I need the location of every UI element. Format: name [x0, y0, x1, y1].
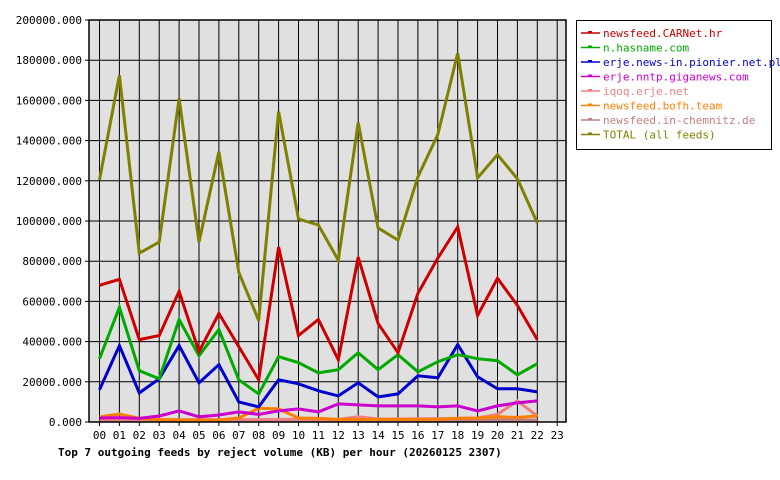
- x-tick-label: 13: [352, 429, 365, 442]
- x-tick-label: 12: [332, 429, 345, 442]
- legend-label: n.hasname.com: [603, 42, 689, 55]
- y-tick-label: 200000.000: [16, 14, 82, 27]
- legend-marker-icon: [588, 31, 592, 33]
- y-tick-label: 100000.000: [16, 215, 82, 228]
- y-tick-label: 0.000: [49, 416, 82, 429]
- x-tick-label: 11: [312, 429, 325, 442]
- x-tick-label: 09: [272, 429, 285, 442]
- legend-marker-icon: [588, 60, 592, 62]
- y-axis: 0.000 20000.000 40000.000 60000.000 80000.00…: [16, 14, 89, 429]
- x-tick-label: 05: [192, 429, 205, 442]
- series-line: [99, 223, 539, 385]
- x-axis: 00 01 02 03 04 05 06 07 08 09 10 11 12 13 14 15 16 17 18 19…: [93, 422, 564, 442]
- x-tick-label: 21: [511, 429, 524, 442]
- legend-label: erje.nntp.giganews.com: [603, 71, 749, 84]
- legend-marker-icon: [588, 103, 592, 106]
- y-tick-label: 40000.000: [22, 336, 82, 349]
- legend-label: newsfeed.in-chemnitz.de: [603, 114, 755, 127]
- legend-item: TOTAL (all feeds): [581, 129, 716, 142]
- legend-item: newsfeed.CARNet.hr: [581, 27, 723, 40]
- legend-marker-icon: [588, 118, 592, 120]
- legend-label: iqoq.erje.net: [603, 85, 689, 98]
- legend-item: n.hasname.com: [581, 42, 689, 55]
- legend-label: newsfeed.CARNet.hr: [603, 27, 723, 40]
- series-line: [99, 406, 538, 422]
- legend-marker-icon: [588, 74, 592, 77]
- y-tick-label: 60000.000: [22, 295, 82, 308]
- legend-box: [576, 20, 772, 150]
- y-tick-label: 20000.000: [22, 376, 82, 389]
- series-line: [99, 399, 538, 420]
- series-line: [98, 52, 539, 322]
- legend-item: erje.news-in.pionier.net.pl: [581, 56, 780, 69]
- x-tick-label: 01: [113, 429, 126, 442]
- x-tick-label: 00: [93, 429, 106, 442]
- y-tick-label: 120000.000: [16, 175, 82, 188]
- series-lines: [98, 52, 539, 422]
- legend-label: TOTAL (all feeds): [603, 129, 716, 142]
- legend-marker-icon: [588, 45, 592, 48]
- x-tick-label: 16: [411, 429, 424, 442]
- chart-title: Top 7 outgoing feeds by reject volume (K…: [58, 446, 502, 459]
- x-tick-label: 08: [252, 429, 265, 442]
- legend-marker-icon: [588, 132, 592, 135]
- grid-lines: [89, 19, 566, 423]
- x-tick-label: 22: [531, 429, 544, 442]
- legend-item: erje.nntp.giganews.com: [581, 71, 749, 84]
- legend-marker-icon: [588, 89, 592, 91]
- x-tick-label: 15: [391, 429, 404, 442]
- legend-label: erje.news-in.pionier.net.pl: [603, 56, 780, 69]
- x-tick-label: 14: [371, 429, 385, 442]
- legend-item: newsfeed.bofh.team: [581, 100, 723, 113]
- series-line: [98, 302, 539, 397]
- legend-item: newsfeed.in-chemnitz.de: [581, 114, 755, 127]
- x-tick-label: 19: [471, 429, 484, 442]
- x-tick-label: 23: [551, 429, 564, 442]
- legend: newsfeed.CARNet.hr n.hasname.comerje.news…: [576, 20, 780, 150]
- y-tick-label: 180000.000: [16, 54, 82, 67]
- x-tick-label: 03: [153, 429, 166, 442]
- y-tick-label: 160000.000: [16, 94, 82, 107]
- legend-label: newsfeed.bofh.team: [603, 100, 723, 113]
- x-tick-label: 18: [451, 429, 464, 442]
- x-tick-label: 04: [172, 429, 186, 442]
- x-tick-label: 02: [133, 429, 146, 442]
- x-tick-label: 06: [212, 429, 225, 442]
- x-tick-label: 07: [232, 429, 245, 442]
- x-tick-label: 10: [292, 429, 305, 442]
- y-tick-label: 80000.000: [22, 255, 82, 268]
- x-tick-label: 20: [491, 429, 504, 442]
- x-tick-label: 17: [431, 429, 444, 442]
- y-tick-label: 140000.000: [16, 135, 82, 148]
- legend-item: iqoq.erje.net: [581, 85, 689, 98]
